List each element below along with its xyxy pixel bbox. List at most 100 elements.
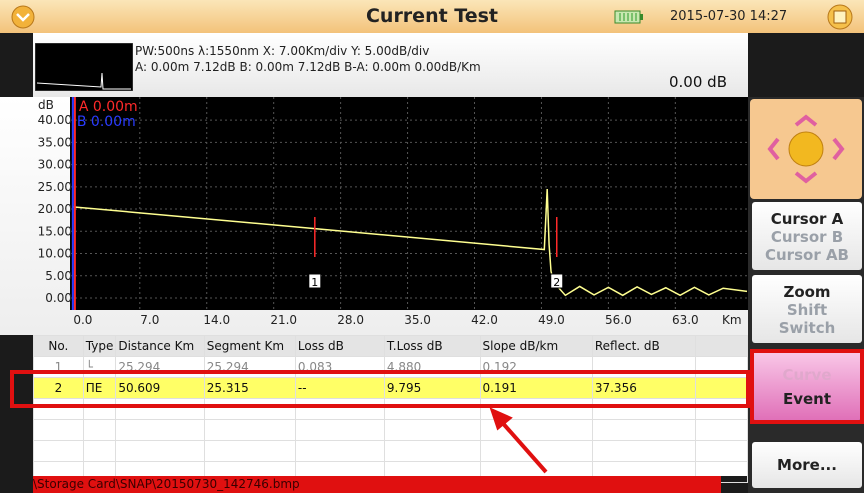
y-tick-label: 30.00 <box>38 158 72 172</box>
y-tick-label: 20.00 <box>38 202 72 216</box>
button-label: Shift <box>786 301 828 319</box>
table-cell <box>694 440 749 462</box>
table-cell <box>694 419 749 441</box>
y-tick-label: 40.00 <box>38 113 72 127</box>
menu-icon[interactable] <box>10 4 36 30</box>
event-box <box>308 273 322 289</box>
table-cell: └ <box>82 356 117 378</box>
table-cell <box>479 398 593 420</box>
title: Current Test <box>365 5 499 27</box>
table-cell <box>33 440 84 462</box>
header-cell: No. <box>33 335 84 357</box>
x-tick-label: 0.0 <box>73 313 92 327</box>
y-tick-label: 10.00 <box>38 247 72 261</box>
x-axis-label: Km <box>722 313 742 327</box>
table-cell <box>82 419 117 441</box>
mode-button[interactable]: Curve Event <box>752 352 862 420</box>
x-tick-label: 56.0 <box>605 313 632 327</box>
table-cell <box>694 398 749 420</box>
cursor-label: A 0.00m <box>79 99 138 115</box>
reading: 0.00 dB <box>669 73 727 91</box>
x-tick-label: 14.0 <box>203 313 230 327</box>
table-cell: -- <box>294 377 385 399</box>
table-cell: 0.191 <box>479 377 593 399</box>
table-cell <box>294 419 385 441</box>
zoom-button[interactable]: Zoom Shift Switch <box>752 275 862 343</box>
table: No. Type Distance Km Segment Km Loss dB T.Los… <box>33 335 749 483</box>
header-cell: Distance Km <box>115 335 205 357</box>
button-label: Cursor A <box>770 210 844 228</box>
table-cell <box>115 440 205 462</box>
x-tick-label: 42.0 <box>471 313 498 327</box>
table-cell <box>383 440 481 462</box>
table-cell <box>591 398 696 420</box>
exit-icon[interactable] <box>826 3 854 31</box>
table-cell <box>694 356 749 378</box>
table-cell <box>294 440 385 462</box>
event-box <box>550 273 564 289</box>
header-cell <box>694 335 749 357</box>
table-cell: 25.294 <box>203 356 296 378</box>
table-cell: 0.192 <box>479 356 593 378</box>
table-cell: 37.356 <box>591 377 696 399</box>
x-tick-label: 49.0 <box>538 313 565 327</box>
header-cell: Segment Km <box>203 335 296 357</box>
table-cell: 9.795 <box>383 377 481 399</box>
button-label: Cursor B <box>770 228 844 246</box>
table-cell <box>203 419 296 441</box>
button-label: Event <box>782 390 832 408</box>
cursor-label: B 0.00m <box>77 114 136 130</box>
table-cell <box>694 377 749 399</box>
table-cell: 25.294 <box>115 356 205 378</box>
table-cell <box>115 419 205 441</box>
info-line: A: 0.00m 7.12dB B: 0.00m 7.12dB B-A: 0.0… <box>135 60 481 74</box>
event-label: 1 <box>311 276 318 289</box>
button-label: Cursor AB <box>765 246 849 264</box>
button-label: Switch <box>778 319 836 337</box>
header-row: No. Type Distance Km Segment Km Loss dB T.Los… <box>33 335 749 357</box>
y-tick-label: 0.00 <box>45 291 72 305</box>
header-cell: Slope dB/km <box>479 335 593 357</box>
y-axis-label: dB <box>38 98 54 112</box>
more-button[interactable]: More... <box>752 442 862 488</box>
button-label: Curve <box>782 366 832 384</box>
table-cell <box>82 398 117 420</box>
y-tick-label: 5.00 <box>45 269 72 283</box>
table-cell: 1 <box>33 356 84 378</box>
plot-area <box>70 97 748 310</box>
header-cell: Loss dB <box>294 335 385 357</box>
table-cell <box>33 419 84 441</box>
trace-line <box>72 189 748 297</box>
table-cell <box>479 419 593 441</box>
datetime: 2015-07-30 14:27 <box>670 9 788 24</box>
table-cell <box>383 419 481 441</box>
table-row: 2 ΠE 50.609 25.315 -- 9.795 0.191 37.356 <box>33 377 749 399</box>
info-strip: PW:500ns λ:1550nm X: 7.00Km/div Y: 5.00d… <box>33 33 748 97</box>
table-cell: 4.880 <box>383 356 481 378</box>
status-bar: \Storage Card\SNAP\20150730_142746.bmp <box>33 476 721 493</box>
empty-row <box>33 419 749 441</box>
table-cell: 2 <box>33 377 84 399</box>
x-tick-label: 35.0 <box>404 313 431 327</box>
table-cell <box>115 398 205 420</box>
trace-chart: 0.00 5.00 10.00 15.00 20.00 25.00 30.00 35.00 40… <box>0 97 748 335</box>
direction-pad[interactable] <box>750 99 862 199</box>
table-cell <box>82 440 117 462</box>
battery-icon <box>614 10 643 24</box>
table-cell <box>383 398 481 420</box>
table-cell <box>479 440 593 462</box>
header-cell: Type <box>82 335 117 357</box>
x-tick-label: 21.0 <box>270 313 297 327</box>
x-tick-label: 63.0 <box>672 313 699 327</box>
table-cell <box>591 440 696 462</box>
table-cell: 0.083 <box>294 356 385 378</box>
empty-row <box>33 440 749 462</box>
cursor-button[interactable]: Cursor A Cursor B Cursor AB <box>752 202 862 270</box>
y-tick-label: 25.00 <box>38 180 72 194</box>
x-tick-label: 28.0 <box>337 313 364 327</box>
event-label: 2 <box>553 276 560 289</box>
thumbnail <box>35 43 133 91</box>
table-cell <box>294 398 385 420</box>
button-label: Zoom <box>783 283 831 301</box>
table-cell <box>591 419 696 441</box>
